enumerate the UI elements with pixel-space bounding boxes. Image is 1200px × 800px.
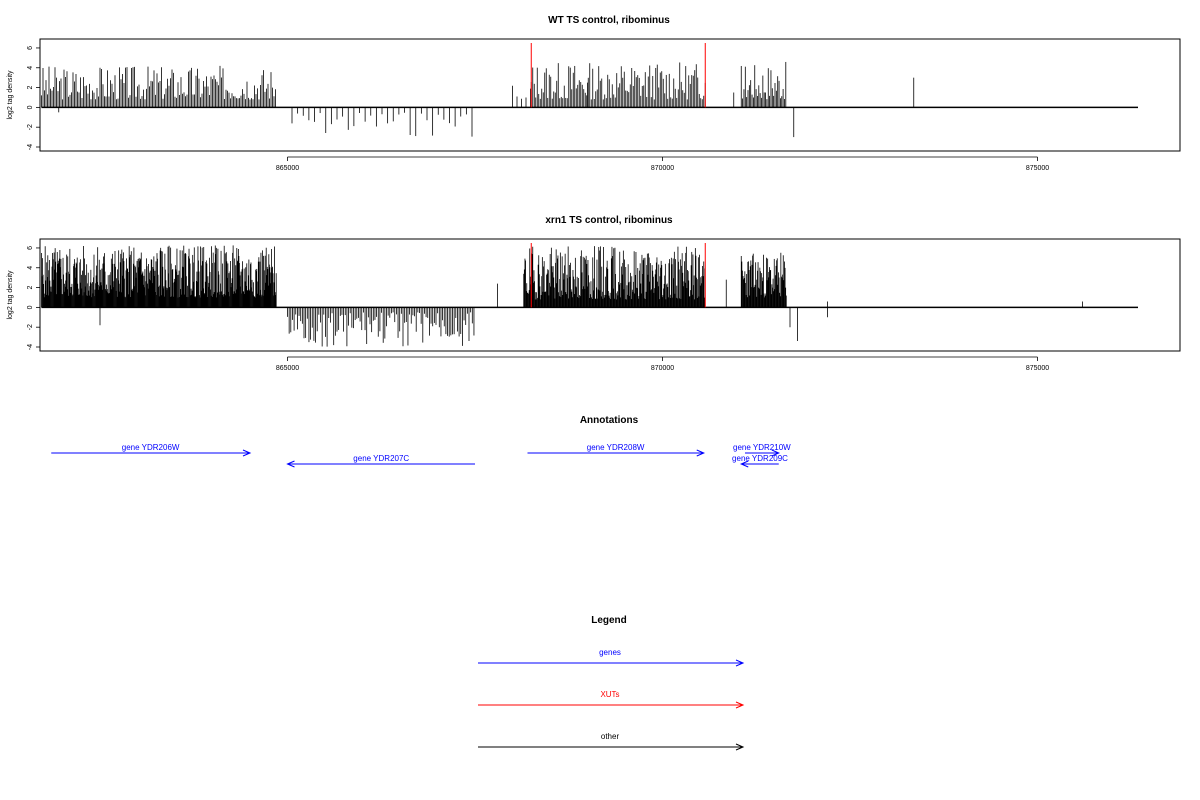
y-axis: 6 4 2 0 -2 -4 xyxy=(27,246,41,350)
legend-item: XUTs xyxy=(478,690,745,709)
gene-label: gene YDR208W xyxy=(587,443,645,452)
gene-label: gene YDR206W xyxy=(122,443,180,452)
y-axis-label: log2 tag density xyxy=(7,270,14,320)
arrowhead-left-icon xyxy=(286,460,295,468)
x-tick-label: 865000 xyxy=(276,365,299,372)
x-tick-label: 875000 xyxy=(1026,165,1049,172)
y-tick-label: -4 xyxy=(27,144,34,150)
track-panel-wt: WT TS control, ribominus 6 4 2 0 -2 -4 865000… xyxy=(7,15,1181,172)
gene-annotation: gene YDR208W xyxy=(527,443,706,457)
legend-label: XUTs xyxy=(600,690,619,699)
xut-marker-group xyxy=(530,43,706,108)
y-tick-label: 2 xyxy=(27,286,34,290)
gene-label: gene YDR210W xyxy=(733,443,791,452)
track-panel-xrn1: xrn1 TS control, ribominus 6 4 2 0 -2 -4 8650… xyxy=(7,215,1181,372)
gene-label: gene YDR209C xyxy=(732,454,788,463)
bar-group xyxy=(41,245,1138,347)
bar-group xyxy=(41,61,1138,138)
gene-label: gene YDR207C xyxy=(353,454,409,463)
x-tick-label: 865000 xyxy=(276,165,299,172)
legend: Legend genes XUTs other xyxy=(478,615,745,751)
y-tick-label: 6 xyxy=(27,46,34,50)
arrowhead-right-icon xyxy=(735,701,745,709)
xut-marker-group xyxy=(530,243,706,308)
legend-item: genes xyxy=(478,648,745,667)
y-axis: 6 4 2 0 -2 -4 xyxy=(27,46,41,150)
y-tick-label: -4 xyxy=(27,344,34,350)
x-axis: 865000 870000 875000 xyxy=(276,156,1049,172)
gene-annotation: gene YDR207C xyxy=(286,454,475,468)
y-tick-label: 6 xyxy=(27,246,34,250)
arrowhead-right-icon xyxy=(242,449,252,457)
gene-arrow-group: gene YDR206W gene YDR207C gene YDR208W gene… xyxy=(51,443,791,468)
y-tick-label: 0 xyxy=(27,105,34,109)
gene-annotation: gene YDR209C xyxy=(732,454,788,468)
x-axis: 865000 870000 875000 xyxy=(276,356,1049,372)
gene-annotation: gene YDR206W xyxy=(51,443,252,457)
legend-items: genes XUTs other xyxy=(478,648,745,751)
x-tick-label: 870000 xyxy=(651,365,674,372)
y-tick-label: 4 xyxy=(27,266,34,270)
y-tick-label: 0 xyxy=(27,305,34,309)
panel-title: xrn1 TS control, ribominus xyxy=(545,215,673,226)
gene-annotation: gene YDR210W xyxy=(733,443,791,457)
x-tick-label: 870000 xyxy=(651,165,674,172)
legend-title: Legend xyxy=(591,615,627,626)
panel-title: WT TS control, ribominus xyxy=(548,15,670,26)
legend-label: genes xyxy=(599,648,621,657)
legend-item: other xyxy=(478,732,745,751)
y-tick-label: 4 xyxy=(27,66,34,70)
arrowhead-right-icon xyxy=(735,659,745,667)
y-tick-label: -2 xyxy=(27,124,34,130)
y-tick-label: -2 xyxy=(27,324,34,330)
legend-label: other xyxy=(601,732,620,741)
y-axis-label: log2 tag density xyxy=(7,70,14,120)
x-tick-label: 875000 xyxy=(1026,365,1049,372)
arrowhead-left-icon xyxy=(739,460,749,468)
arrowhead-right-icon xyxy=(771,449,781,457)
annotations-title: Annotations xyxy=(580,415,639,426)
arrowhead-right-icon xyxy=(735,743,745,751)
arrowhead-right-icon xyxy=(696,449,706,457)
y-tick-label: 2 xyxy=(27,86,34,90)
